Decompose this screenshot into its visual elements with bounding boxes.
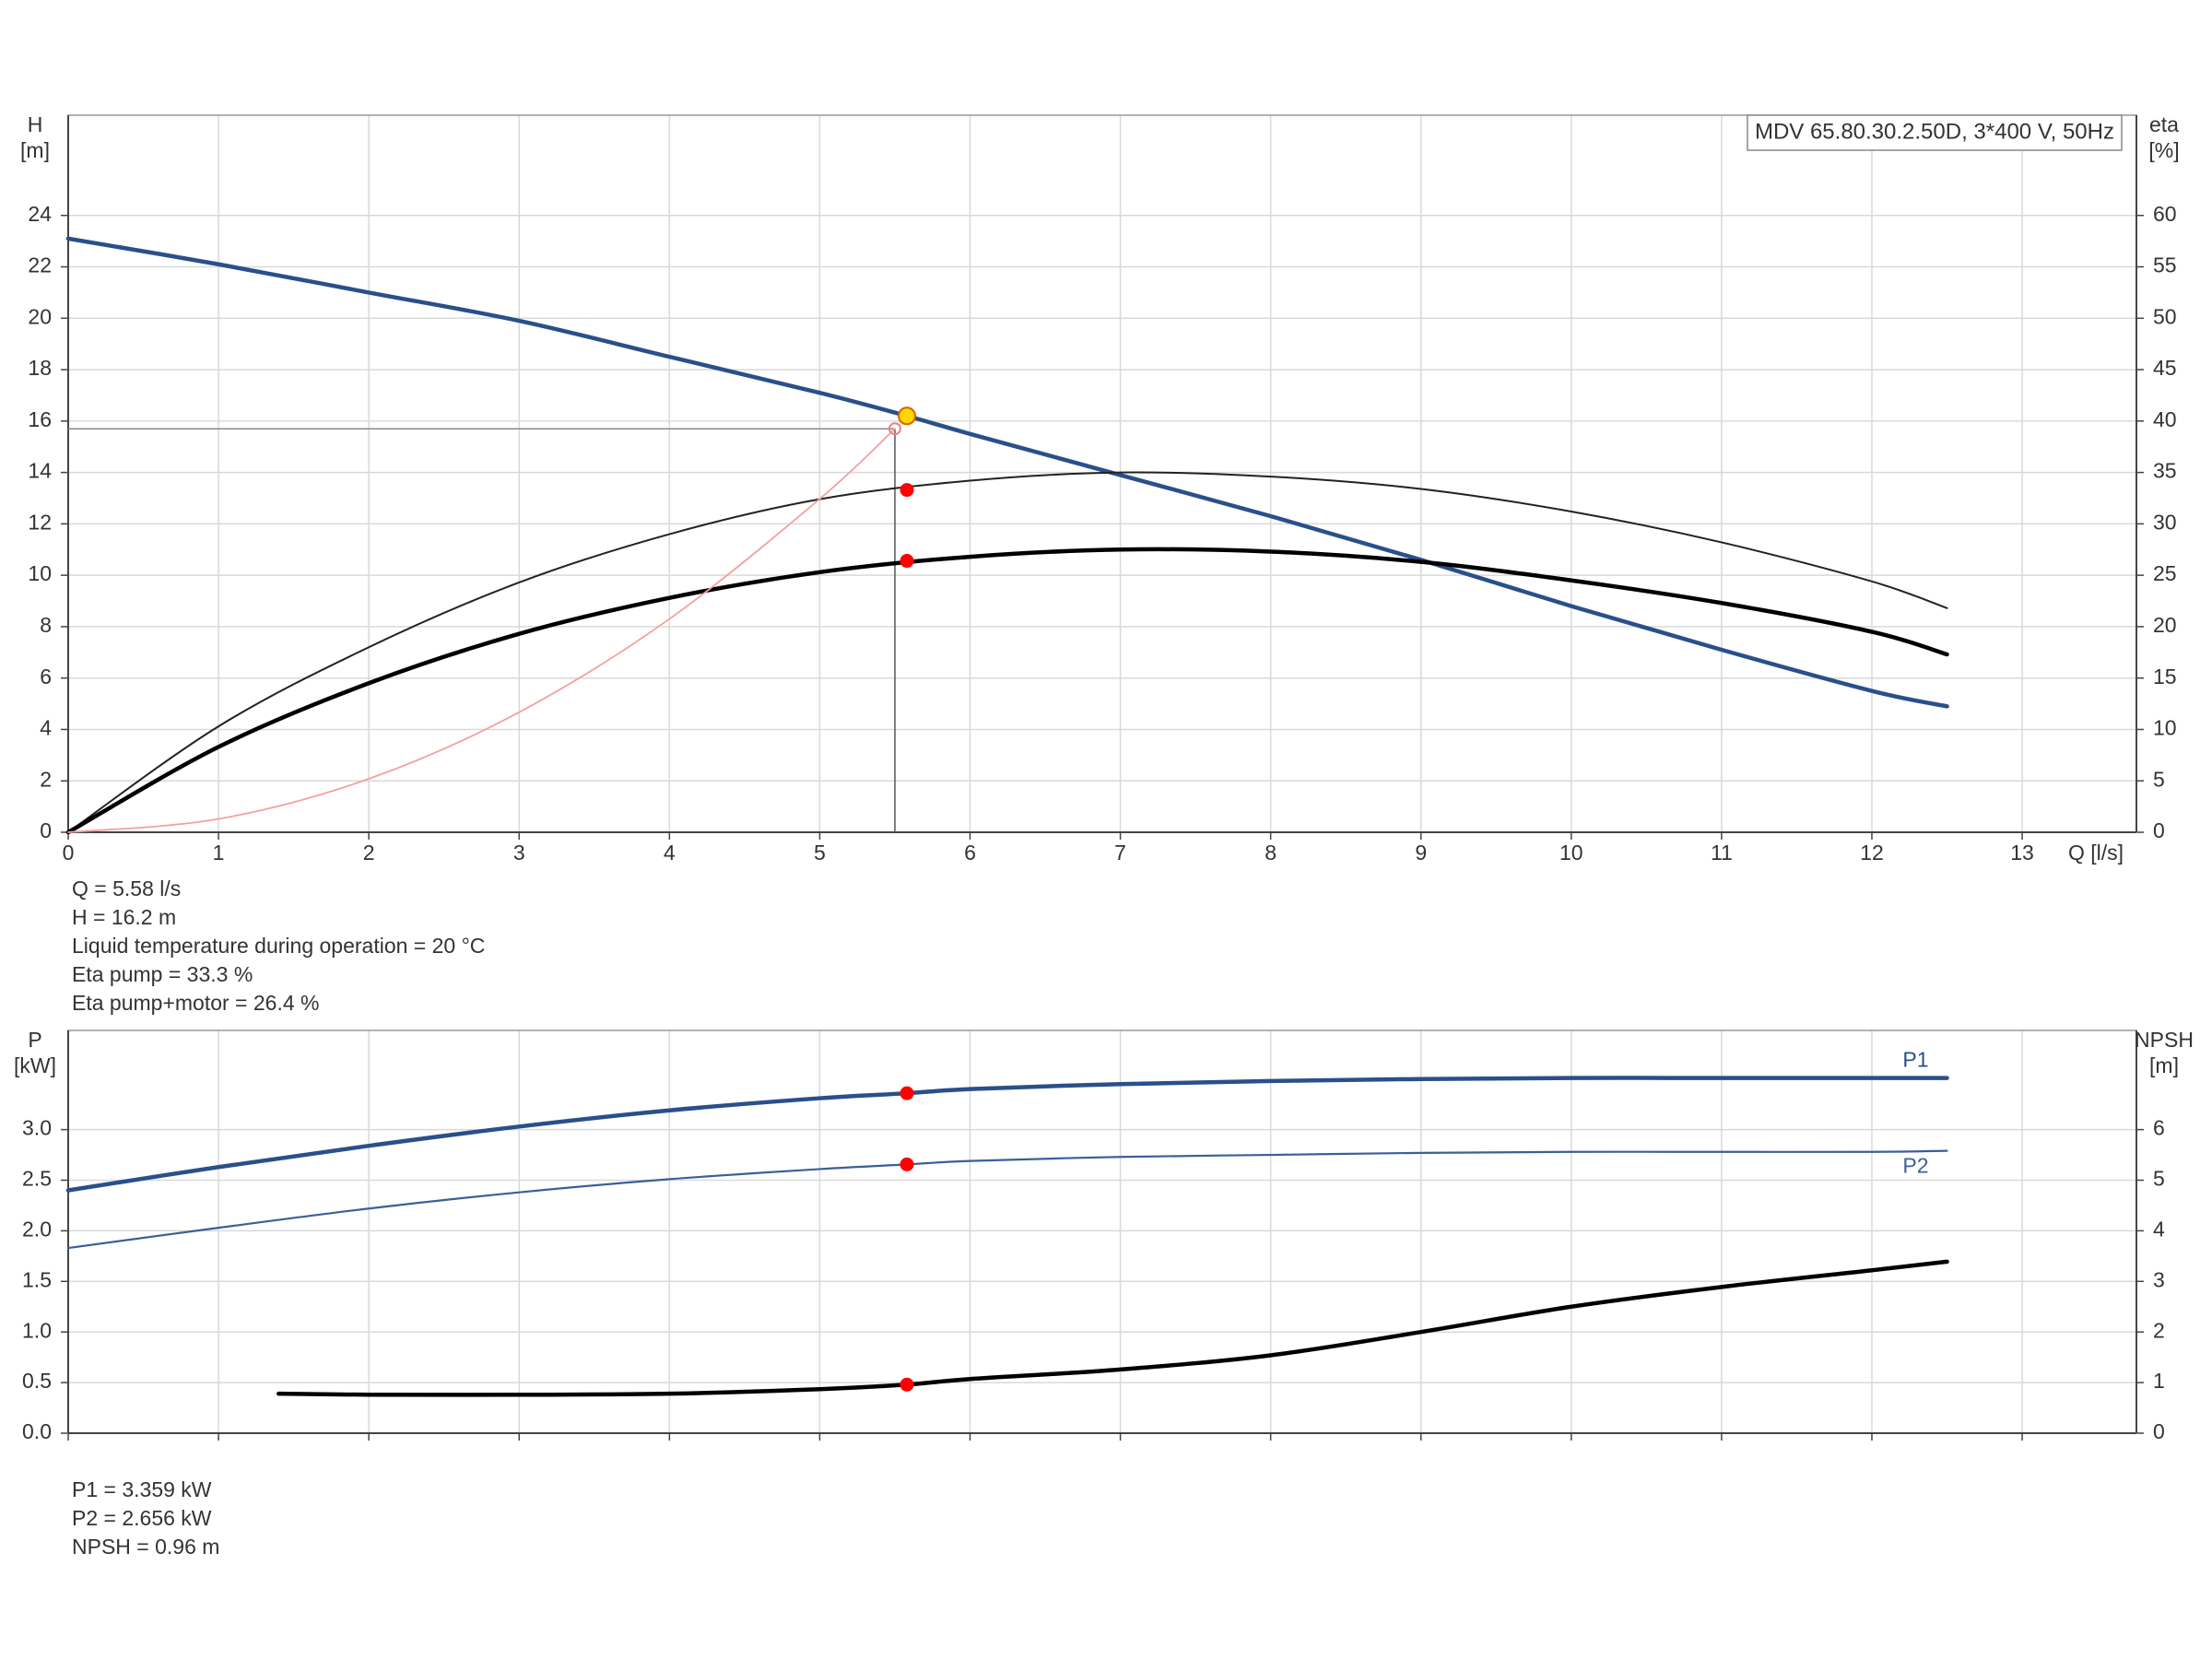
y2-axis-label: [m]	[2149, 1053, 2179, 1077]
y-tick-label: 12	[28, 510, 52, 534]
y-axis-label: [kW]	[14, 1053, 56, 1077]
y-tick-label: 22	[28, 253, 52, 277]
x-axis-label: Q [l/s]	[2068, 841, 2124, 865]
y-tick-label: 6	[40, 665, 52, 688]
title-box	[1747, 114, 2123, 151]
x-tick-label: 7	[1114, 841, 1126, 865]
x-tick-label: 0	[63, 841, 75, 865]
x-tick-label: 10	[1559, 841, 1583, 865]
y2-tick-label: 60	[2153, 202, 2177, 226]
x-tick-label: 11	[1711, 841, 1733, 865]
y2-tick-label: 4	[2153, 1217, 2165, 1241]
y2-tick-label: 55	[2153, 253, 2177, 277]
y2-axis-label: NPSH	[2135, 1028, 2194, 1052]
x-tick-label: 4	[664, 841, 676, 865]
y-axis-label: P	[28, 1028, 41, 1052]
y2-tick-label: 20	[2153, 613, 2177, 637]
curve	[66, 1149, 1948, 1250]
y-tick-label: 10	[28, 561, 52, 585]
y-tick-label: 0	[40, 818, 52, 842]
x-tick-label: 1	[213, 841, 225, 865]
x-tick-label: 3	[513, 841, 525, 865]
x-tick-label: 12	[1860, 841, 1884, 865]
y-axis-label: [m]	[20, 138, 50, 162]
operating-note: NPSH = 0.96 m	[72, 1535, 219, 1559]
y2-tick-label: 3	[2153, 1267, 2165, 1291]
x-tick-label: 9	[1415, 841, 1427, 865]
x-tick-label: 8	[1265, 841, 1277, 865]
y-tick-label: 24	[28, 202, 52, 226]
curve	[65, 1076, 1949, 1193]
operating-note: H = 16.2 m	[72, 905, 176, 929]
operating-point	[900, 1157, 914, 1171]
plot-frame	[67, 114, 2137, 833]
y-tick-label: 16	[28, 407, 52, 431]
y2-tick-label: 45	[2153, 356, 2177, 380]
y-tick-label: 2.5	[22, 1167, 52, 1191]
y-axis-label: H	[28, 112, 43, 136]
y-tick-label: 18	[28, 356, 52, 380]
x-tick-label: 13	[2010, 841, 2034, 865]
y2-tick-label: 50	[2153, 304, 2177, 328]
operating-note: Eta pump = 33.3 %	[72, 962, 253, 986]
x-tick-label: 2	[363, 841, 375, 865]
y-tick-label: 0.5	[22, 1369, 52, 1393]
y-tick-label: 8	[40, 613, 52, 637]
curve	[65, 547, 1949, 835]
y-tick-label: 1.5	[22, 1267, 52, 1291]
series-label: P1	[1902, 1048, 1928, 1072]
operating-note: P2 = 2.656 kW	[72, 1506, 212, 1530]
x-tick-label: 5	[814, 841, 826, 865]
y2-tick-label: 0	[2153, 1419, 2165, 1443]
y-tick-label: 0.0	[22, 1419, 52, 1443]
y-tick-label: 20	[28, 304, 52, 328]
operating-point	[900, 1086, 914, 1100]
y-tick-label: 1.0	[22, 1318, 52, 1342]
y-tick-label: 14	[28, 459, 52, 483]
series-label: P2	[1902, 1154, 1928, 1178]
operating-point	[888, 422, 901, 436]
y2-tick-label: 30	[2153, 510, 2177, 534]
operating-note: Eta pump+motor = 26.4 %	[72, 991, 320, 1015]
curve	[67, 471, 1948, 833]
operating-point	[897, 406, 916, 426]
y2-tick-label: 5	[2153, 1167, 2165, 1191]
operating-point	[900, 483, 914, 498]
operating-point	[900, 1377, 914, 1392]
curve	[276, 1259, 1949, 1397]
operating-note: Liquid temperature during operation = 20…	[72, 934, 485, 958]
y2-tick-label: 25	[2153, 561, 2177, 585]
y2-tick-label: 15	[2153, 665, 2177, 688]
y2-tick-label: 10	[2153, 716, 2177, 740]
y2-tick-label: 5	[2153, 767, 2165, 791]
y-tick-label: 2.0	[22, 1217, 52, 1241]
curve	[67, 428, 896, 833]
y-tick-label: 4	[40, 716, 52, 740]
y2-tick-label: 1	[2153, 1369, 2165, 1393]
y2-tick-label: 0	[2153, 818, 2165, 842]
operating-point	[900, 554, 914, 569]
y2-axis-label: [%]	[2148, 138, 2179, 162]
y2-tick-label: 6	[2153, 1116, 2165, 1140]
chart-title: MDV 65.80.30.2.50D, 3*400 V, 50Hz	[1755, 119, 2114, 144]
y2-tick-label: 2	[2153, 1318, 2165, 1342]
y-tick-label: 3.0	[22, 1116, 52, 1140]
y-tick-label: 2	[40, 767, 52, 791]
y2-axis-label: eta	[2149, 112, 2179, 136]
x-tick-label: 6	[964, 841, 976, 865]
operating-note: P1 = 3.359 kW	[72, 1477, 212, 1501]
y2-tick-label: 40	[2153, 407, 2177, 431]
operating-note: Q = 5.58 l/s	[72, 877, 181, 900]
y2-tick-label: 35	[2153, 459, 2177, 483]
curve	[65, 236, 1949, 709]
